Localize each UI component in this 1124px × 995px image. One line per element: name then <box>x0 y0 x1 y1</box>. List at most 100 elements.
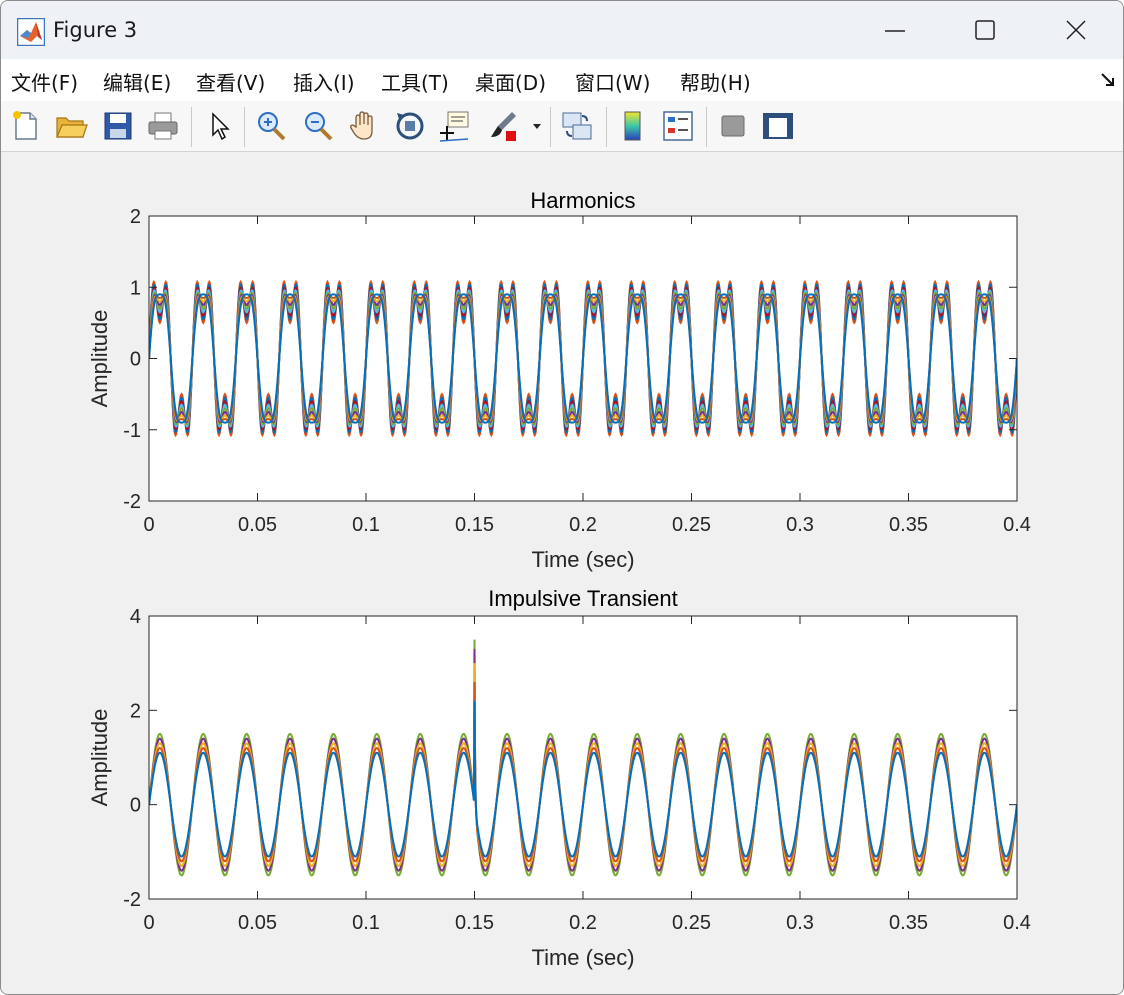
pan-button[interactable] <box>347 109 381 143</box>
toolbar-separator <box>244 107 245 147</box>
y-tick-label: -1 <box>123 420 141 442</box>
zoom-out-button[interactable] <box>301 109 335 143</box>
insert-legend-button[interactable] <box>661 109 695 143</box>
toolbar-separator <box>706 107 707 147</box>
dock-figure-icon[interactable] <box>1099 71 1117 89</box>
pan-hand-icon <box>350 111 373 140</box>
window-title: Figure 3 <box>53 18 138 42</box>
y-tick-label: 0 <box>130 349 141 371</box>
x-tick-label: 0.05 <box>238 514 277 536</box>
y-axis-label: Amplitude <box>87 310 112 408</box>
x-axis-label: Time (sec) <box>531 945 634 970</box>
rotate-3d-button[interactable] <box>393 109 427 143</box>
print-button[interactable] <box>146 109 180 143</box>
data-cursor-button[interactable] <box>438 109 472 143</box>
minimize-icon <box>885 30 905 32</box>
x-axis-label: Time (sec) <box>531 547 634 572</box>
x-tick-label: 0.05 <box>238 912 277 934</box>
insert-colorbar-button[interactable] <box>616 109 650 143</box>
brush-button[interactable] <box>486 109 520 143</box>
x-tick-label: 0.1 <box>352 912 380 934</box>
menu-insert[interactable]: 插入(I) <box>293 71 355 95</box>
x-tick-label: 0.25 <box>672 514 711 536</box>
new-figure-button[interactable] <box>9 109 43 143</box>
link-plot-button[interactable] <box>560 109 594 143</box>
figure-canvas: 0 0.05 0.1 0.15 0.2 0.25 0.3 0.35 0.4 -2 -1 0 1 2 Harm… <box>1 152 1123 994</box>
menu-file[interactable]: 文件(F) <box>11 71 79 95</box>
x-tick-label: 0.35 <box>889 514 928 536</box>
brush-dropdown-button[interactable] <box>529 109 545 143</box>
figure-toolbar <box>1 101 1123 152</box>
y-tick-label: -2 <box>123 889 141 911</box>
show-plot-tools-icon <box>763 113 793 139</box>
title-bar: Figure 3 <box>1 1 1123 59</box>
x-tick-label: 0.1 <box>352 514 380 536</box>
y-tick-label: -2 <box>123 491 141 513</box>
select-arrow-icon <box>212 112 230 141</box>
save-icon <box>104 112 132 140</box>
open-file-button[interactable] <box>54 109 88 143</box>
maximize-button[interactable] <box>940 1 1030 59</box>
menu-tools[interactable]: 工具(T) <box>381 71 449 95</box>
zoom-in-icon <box>258 112 286 141</box>
plot-title: Harmonics <box>530 188 635 213</box>
plot-title: Impulsive Transient <box>488 586 678 611</box>
x-tick-label: 0.2 <box>569 514 597 536</box>
save-button[interactable] <box>101 109 135 143</box>
x-tick-label: 0.3 <box>786 514 814 536</box>
rotate-3d-icon <box>396 112 424 140</box>
hide-plot-tools-icon <box>721 115 745 137</box>
x-tick-label: 0 <box>143 514 154 536</box>
close-icon <box>1066 20 1086 40</box>
toolbar-separator <box>191 107 192 147</box>
x-tick-label: 0 <box>143 912 154 934</box>
matlab-logo-icon <box>17 18 45 46</box>
menu-view[interactable]: 查看(V) <box>196 71 266 95</box>
x-tick-label: 0.4 <box>1003 912 1031 934</box>
zoom-out-icon <box>305 112 333 141</box>
menu-bar: 文件(F) 编辑(E) 查看(V) 插入(I) 工具(T) 桌面(D) 窗口(W… <box>1 59 1123 102</box>
x-tick-label: 0.35 <box>889 912 928 934</box>
brush-dropdown-icon <box>533 124 541 129</box>
menu-desktop[interactable]: 桌面(D) <box>475 71 547 95</box>
menu-edit[interactable]: 编辑(E) <box>103 71 172 95</box>
axes-2[interactable]: 0 0.05 0.1 0.15 0.2 0.25 0.3 0.35 0.4-2024Impuls… <box>87 586 1031 970</box>
zoom-in-button[interactable] <box>254 109 288 143</box>
y-tick-label: 1 <box>130 277 141 299</box>
select-button[interactable] <box>203 109 237 143</box>
x-tick-label: 0.15 <box>455 514 494 536</box>
series-line <box>149 700 1017 858</box>
new-figure-icon <box>13 111 37 140</box>
y-tick-label: 2 <box>130 700 141 722</box>
x-tick-label: 0.15 <box>455 912 494 934</box>
menu-help[interactable]: 帮助(H) <box>680 71 751 95</box>
maximize-icon <box>975 20 995 40</box>
y-tick-label: 0 <box>130 795 141 817</box>
toolbar-separator <box>606 107 607 147</box>
y-tick-label: 2 <box>130 206 141 228</box>
print-icon <box>148 112 178 140</box>
show-plot-tools-button[interactable] <box>761 109 795 143</box>
axes-background <box>149 616 1017 899</box>
y-tick-label: 4 <box>130 606 141 628</box>
close-button[interactable] <box>1031 1 1121 59</box>
brush-icon <box>491 112 516 141</box>
menu-window[interactable]: 窗口(W) <box>575 71 651 95</box>
data-cursor-icon <box>439 111 469 142</box>
x-tick-label: 0.2 <box>569 912 597 934</box>
plot-area[interactable]: 0 0.05 0.1 0.15 0.2 0.25 0.3 0.35 0.4 -2 -1 0 1 2 Harm… <box>1 152 1123 994</box>
x-tick-label: 0.25 <box>672 912 711 934</box>
series-line <box>149 293 1017 424</box>
colorbar-icon <box>624 111 641 141</box>
minimize-button[interactable] <box>850 1 940 59</box>
hide-plot-tools-button[interactable] <box>716 109 750 143</box>
x-tick-label: 0.4 <box>1003 514 1031 536</box>
y-axis-label: Amplitude <box>87 709 112 807</box>
link-plot-icon <box>562 112 592 140</box>
open-file-icon <box>56 117 88 138</box>
toolbar-separator <box>550 107 551 147</box>
legend-icon <box>663 111 693 141</box>
axes-1[interactable]: 0 0.05 0.1 0.15 0.2 0.25 0.3 0.35 0.4 -2 -1 0 1 2 Harm… <box>87 188 1031 572</box>
x-tick-label: 0.3 <box>786 912 814 934</box>
